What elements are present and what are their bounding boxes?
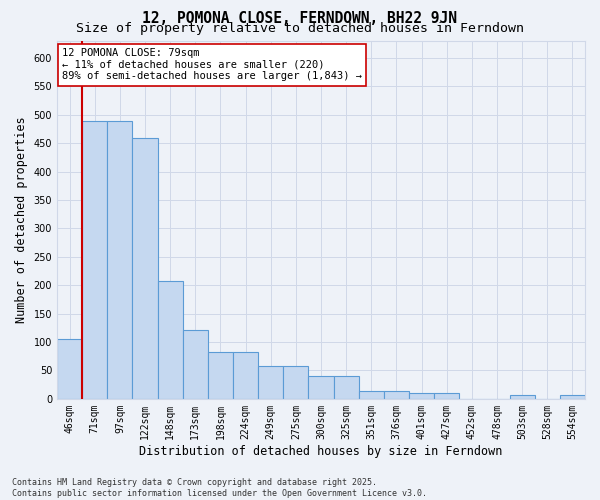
Bar — [57, 339, 82, 399]
Bar — [409, 393, 434, 399]
Text: Size of property relative to detached houses in Ferndown: Size of property relative to detached ho… — [76, 22, 524, 35]
Bar — [434, 393, 459, 399]
Bar — [359, 391, 384, 399]
Bar — [384, 391, 409, 399]
Text: Contains HM Land Registry data © Crown copyright and database right 2025.
Contai: Contains HM Land Registry data © Crown c… — [12, 478, 427, 498]
Bar — [208, 352, 233, 399]
Text: 12, POMONA CLOSE, FERNDOWN, BH22 9JN: 12, POMONA CLOSE, FERNDOWN, BH22 9JN — [143, 11, 458, 26]
Bar — [334, 376, 359, 399]
Bar — [107, 120, 133, 399]
Bar — [133, 138, 158, 399]
Bar — [560, 395, 585, 399]
Bar — [509, 395, 535, 399]
Bar — [308, 376, 334, 399]
Bar — [258, 366, 283, 399]
Bar — [233, 352, 258, 399]
Bar — [158, 282, 183, 399]
Bar — [82, 120, 107, 399]
X-axis label: Distribution of detached houses by size in Ferndown: Distribution of detached houses by size … — [139, 444, 503, 458]
Text: 12 POMONA CLOSE: 79sqm
← 11% of detached houses are smaller (220)
89% of semi-de: 12 POMONA CLOSE: 79sqm ← 11% of detached… — [62, 48, 362, 82]
Bar — [183, 330, 208, 399]
Y-axis label: Number of detached properties: Number of detached properties — [15, 116, 28, 323]
Bar — [283, 366, 308, 399]
